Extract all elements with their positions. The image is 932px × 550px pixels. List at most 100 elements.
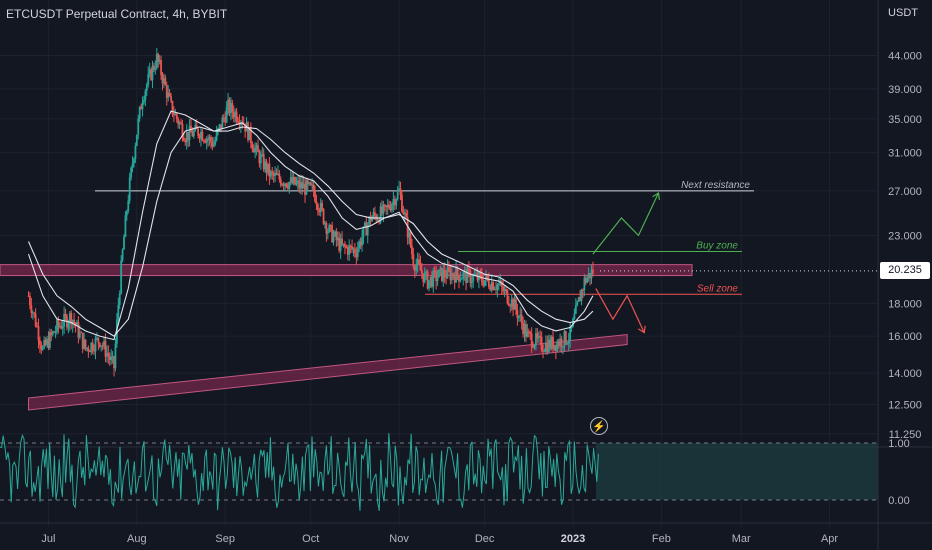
- candle-body: [522, 322, 524, 335]
- candle-body: [338, 237, 341, 251]
- candle-body: [153, 65, 155, 70]
- candle-body: [60, 326, 63, 329]
- candle-body: [57, 320, 60, 327]
- candle-body: [288, 182, 291, 189]
- candle-body: [363, 222, 366, 227]
- candle-body: [315, 201, 318, 205]
- oscillator-line: [0, 433, 599, 511]
- candle-body: [415, 264, 418, 271]
- candle-body: [329, 225, 332, 227]
- candle-body: [50, 332, 53, 335]
- candle-body: [207, 138, 209, 140]
- candle-body: [128, 177, 131, 201]
- candle-body: [592, 269, 594, 274]
- candle-body: [493, 288, 496, 290]
- candle-body: [349, 245, 352, 247]
- candle-body: [470, 281, 473, 283]
- candle-body: [282, 184, 285, 186]
- candle-body: [512, 298, 515, 310]
- candle-body: [121, 249, 124, 261]
- candle-body: [93, 350, 95, 352]
- candle-body: [267, 163, 269, 173]
- oscillator-band: [596, 443, 878, 500]
- candle-body: [120, 260, 123, 294]
- candle-body: [354, 248, 356, 254]
- candle-body: [569, 328, 572, 341]
- candle-body: [175, 113, 178, 119]
- candle-body: [29, 295, 31, 306]
- candle-body: [391, 203, 393, 211]
- y-tick-label: 12.500: [888, 400, 922, 412]
- candle-body: [379, 206, 382, 223]
- x-tick-label: Dec: [475, 533, 495, 545]
- candle-body: [472, 275, 475, 282]
- candle-body: [520, 314, 523, 323]
- candle-body: [277, 173, 279, 175]
- candle-body: [174, 113, 177, 116]
- candle-body: [158, 60, 161, 62]
- candle-body: [200, 131, 202, 139]
- flash-icon[interactable]: ⚡: [590, 417, 608, 435]
- candle-body: [252, 148, 255, 153]
- candle-body: [306, 180, 309, 185]
- candle-body: [430, 276, 433, 287]
- candle-body: [144, 90, 147, 101]
- candle-body: [248, 127, 251, 141]
- candle-body: [114, 343, 117, 369]
- candle-body: [440, 267, 443, 281]
- candle-body: [348, 245, 351, 255]
- candle-body: [449, 270, 452, 281]
- candle-body: [98, 342, 101, 347]
- symbol-title[interactable]: ETCUSDT Perpetual Contract, 4h, BYBIT: [6, 7, 228, 21]
- candle-body: [237, 121, 239, 123]
- candle-body: [490, 282, 493, 291]
- candle-body: [395, 199, 398, 206]
- candle-body: [402, 211, 405, 215]
- candle-body: [465, 270, 467, 283]
- candle-body: [371, 217, 373, 222]
- candle-body: [271, 171, 274, 174]
- candle-body: [143, 100, 145, 103]
- candle-body: [27, 295, 30, 297]
- candle-body: [314, 191, 316, 202]
- candle-body: [76, 322, 78, 326]
- candle-body: [369, 216, 372, 222]
- candle-body: [525, 324, 527, 337]
- candle-body: [460, 278, 463, 280]
- series-ma-slow: [27, 126, 594, 337]
- candle-body: [506, 289, 509, 304]
- candle-body: [78, 332, 81, 338]
- candle-body: [269, 171, 272, 177]
- x-tick-label: Mar: [732, 533, 751, 545]
- candle-body: [423, 272, 426, 283]
- level-label: Next resistance: [681, 180, 750, 191]
- candle-body: [325, 222, 328, 234]
- candle-body: [287, 186, 289, 189]
- candle-body: [443, 269, 446, 277]
- candle-body: [161, 75, 164, 84]
- level-label: Buy zone: [696, 241, 738, 252]
- candle-body: [205, 138, 208, 143]
- candle-body: [73, 320, 76, 323]
- candle-body: [519, 314, 522, 317]
- candle-body: [542, 350, 544, 352]
- candle-body: [408, 232, 410, 238]
- candle-body: [130, 167, 133, 178]
- projected-path-down: [595, 288, 645, 333]
- candle-body: [54, 331, 57, 333]
- candle-body: [191, 132, 194, 137]
- candle-body: [34, 313, 37, 327]
- candle-body: [513, 299, 516, 310]
- candle-body: [355, 253, 358, 258]
- candle-body: [389, 208, 392, 211]
- candle-body: [587, 273, 590, 278]
- candle-body: [507, 303, 510, 306]
- candle-body: [510, 298, 513, 307]
- candle-body: [539, 336, 542, 338]
- candle-body: [185, 132, 188, 143]
- x-tick-label: Aug: [127, 533, 147, 545]
- candle-body: [48, 332, 51, 349]
- candle-body: [515, 299, 517, 310]
- candle-body: [403, 212, 406, 215]
